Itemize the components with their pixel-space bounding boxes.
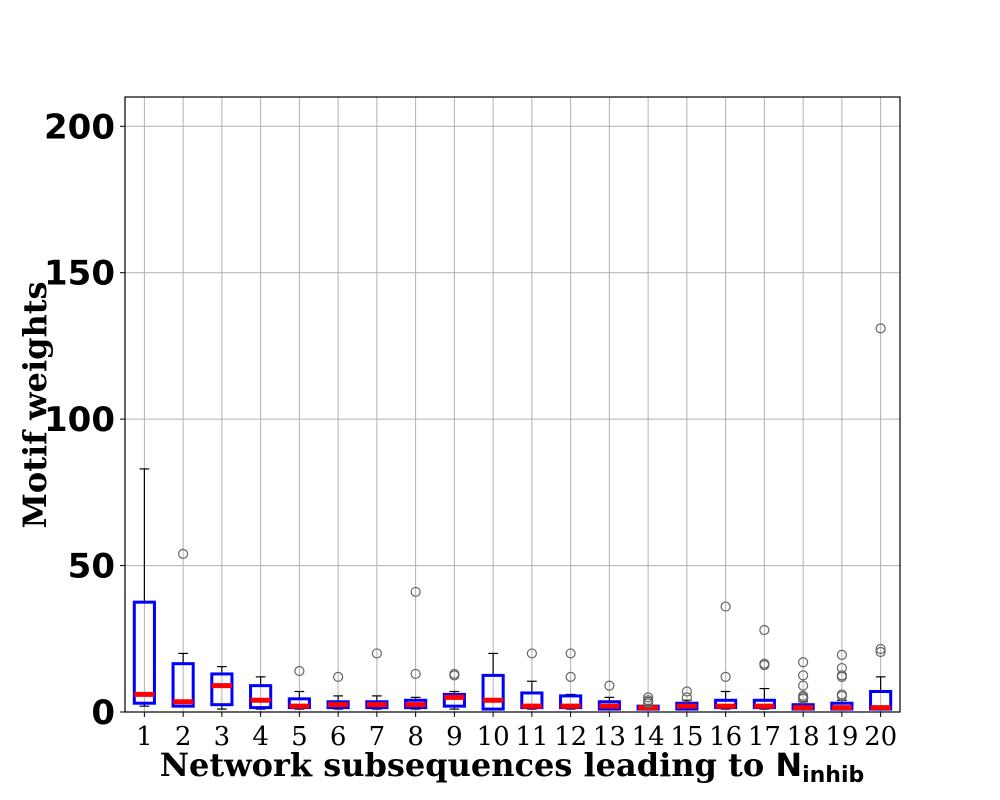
x-axis-title-symbol: N xyxy=(775,746,802,784)
outlier-point xyxy=(643,695,654,706)
x-tick-label: 2 xyxy=(175,722,192,752)
outlier-point xyxy=(681,692,692,703)
x-axis-title: Network subsequences leading to Ninhib xyxy=(160,746,865,788)
box-group-13 xyxy=(597,680,621,711)
outlier-point xyxy=(836,670,847,681)
x-tick-label: 14 xyxy=(632,722,665,752)
box-group-2 xyxy=(171,548,195,708)
outlier-point xyxy=(836,662,847,674)
outlier-point xyxy=(294,665,305,677)
outlier-point xyxy=(565,648,576,659)
x-tick-label: 13 xyxy=(593,722,626,752)
outlier-point xyxy=(798,680,809,691)
outlier-point xyxy=(720,671,731,682)
x-tick-label: 18 xyxy=(787,722,820,752)
y-tick-label: 100 xyxy=(44,400,115,440)
box-group-5 xyxy=(287,665,311,710)
box-group-11 xyxy=(520,648,544,710)
box-group-16 xyxy=(714,601,738,710)
x-tick-label: 19 xyxy=(825,722,858,752)
y-axis-ticks: 0 50 100 150 200 xyxy=(44,107,125,733)
box-group-20 xyxy=(869,323,893,711)
y-tick-label: 50 xyxy=(68,547,115,587)
box-group-6 xyxy=(326,671,350,710)
box-group-3 xyxy=(210,666,234,710)
box-group-12 xyxy=(559,648,583,710)
box-group-18 xyxy=(791,657,815,711)
outlier-point xyxy=(410,586,421,598)
y-tick-label: 0 xyxy=(91,693,115,733)
box-series xyxy=(132,323,893,711)
box-group-7 xyxy=(365,648,389,710)
plot-area-frame xyxy=(124,96,901,713)
outlier-point xyxy=(798,670,809,681)
x-tick-label: 17 xyxy=(748,722,781,752)
x-tick-label: 10 xyxy=(477,722,510,752)
outlier-point xyxy=(410,668,421,680)
outlier-point xyxy=(565,671,576,682)
x-tick-label: 12 xyxy=(554,722,587,752)
box-group-8 xyxy=(404,586,428,710)
outlier-point xyxy=(798,657,809,668)
x-axis-title-subscript: inhib xyxy=(802,763,864,788)
box-iqr xyxy=(481,673,505,711)
x-tick-label: 8 xyxy=(407,722,424,752)
box-group-10 xyxy=(481,652,505,711)
x-axis-ticks: 1 2 3 4 5 6 7 8 9 10 11 12 13 14 15 16 17 18 19 20 xyxy=(136,712,897,752)
y-axis-title: Motif weights xyxy=(16,281,54,528)
outlier-point xyxy=(720,601,731,612)
box-group-15 xyxy=(675,686,699,711)
box-iqr xyxy=(171,662,195,708)
outlier-point xyxy=(371,648,382,659)
box-group-1 xyxy=(132,468,156,707)
y-tick-label: 200 xyxy=(44,107,115,147)
outlier-point xyxy=(333,671,344,682)
x-tick-label: 6 xyxy=(330,722,347,752)
box-group-17 xyxy=(752,624,776,710)
outlier-point xyxy=(798,690,809,701)
outlier-point xyxy=(526,648,537,659)
outlier-point xyxy=(836,649,847,660)
x-tick-label: 3 xyxy=(214,722,231,752)
outlier-point xyxy=(759,658,770,669)
outlier-point xyxy=(449,668,460,680)
outlier-point xyxy=(759,624,770,636)
box-iqr xyxy=(210,672,234,707)
box-group-14 xyxy=(636,692,660,711)
x-tick-label: 11 xyxy=(515,722,548,752)
outlier-point xyxy=(875,323,886,334)
outlier-point xyxy=(836,689,847,700)
x-tick-label: 20 xyxy=(864,722,897,752)
x-tick-label: 7 xyxy=(369,722,386,752)
box-group-9 xyxy=(442,668,466,710)
x-axis-title-text: Network subsequences leading to xyxy=(160,746,776,784)
outlier-point xyxy=(875,646,886,658)
outlier-point xyxy=(875,643,886,655)
box-iqr xyxy=(132,600,156,705)
x-tick-label: 16 xyxy=(709,722,742,752)
outlier-point xyxy=(681,686,692,697)
outlier-point xyxy=(178,548,189,559)
box-group-4 xyxy=(249,676,273,710)
x-tick-label: 4 xyxy=(252,722,269,752)
grid-lines xyxy=(125,97,900,713)
box-iqr xyxy=(442,692,466,708)
outlier-point xyxy=(604,680,615,691)
x-tick-label: 9 xyxy=(446,722,463,752)
x-tick-label: 1 xyxy=(136,722,153,752)
outlier-point xyxy=(643,692,654,703)
box-group-19 xyxy=(830,649,854,711)
x-tick-label: 5 xyxy=(291,722,308,752)
box-iqr xyxy=(249,684,273,710)
x-tick-label: 15 xyxy=(670,722,703,752)
y-tick-label: 150 xyxy=(44,254,115,294)
